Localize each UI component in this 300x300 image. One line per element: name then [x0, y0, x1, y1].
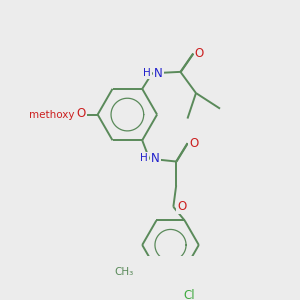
Text: CH₃: CH₃	[114, 267, 134, 277]
Text: H: H	[143, 68, 151, 78]
Text: O: O	[189, 136, 198, 150]
Text: O: O	[195, 47, 204, 60]
Text: O: O	[177, 200, 187, 213]
Text: N: N	[151, 152, 160, 165]
Text: methoxy: methoxy	[29, 110, 75, 120]
Text: Cl: Cl	[183, 289, 195, 300]
Text: O: O	[76, 107, 86, 120]
Text: N: N	[154, 67, 163, 80]
Text: H: H	[140, 153, 148, 163]
